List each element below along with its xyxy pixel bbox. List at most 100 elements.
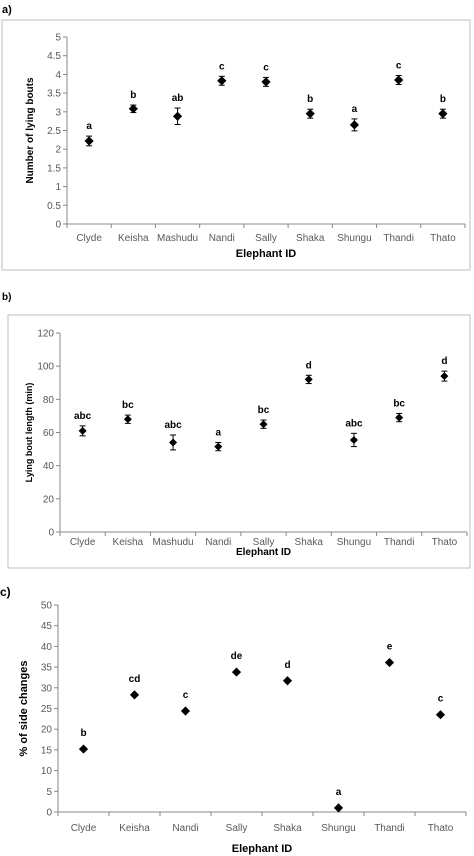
y-tick-label: 5 (55, 33, 61, 44)
y-tick-label: 0 (55, 220, 61, 231)
y-tick-label: 25 (41, 704, 53, 715)
y-tick-label: 2.5 (47, 126, 61, 137)
significance-letter: de (231, 651, 243, 662)
y-tick-label: 40 (43, 461, 55, 472)
y-axis-title: Number of lying bouts (25, 77, 36, 184)
data-point (304, 375, 313, 384)
data-point (180, 706, 191, 716)
y-tick-label: 45 (41, 621, 53, 632)
y-tick-label: 4 (55, 70, 61, 81)
significance-letter: c (219, 61, 225, 72)
x-tick-label: Keisha (113, 537, 144, 548)
y-tick-label: 3 (55, 107, 61, 118)
x-tick-label: Nandi (205, 537, 231, 548)
x-tick-label: Sally (226, 823, 248, 834)
significance-letter: d (441, 356, 447, 367)
significance-letter: a (86, 121, 92, 132)
x-tick-label: Sally (253, 537, 275, 548)
x-tick-label: Shungu (321, 823, 355, 834)
x-tick-label: Shungu (337, 233, 371, 244)
y-tick-label: 60 (43, 428, 55, 439)
data-point (231, 667, 242, 677)
significance-letter: bc (258, 405, 270, 416)
data-point (123, 415, 132, 424)
significance-letter: cd (129, 674, 141, 685)
data-point (84, 136, 94, 146)
significance-letter: abc (164, 420, 182, 431)
significance-letter: bc (393, 398, 405, 409)
data-point (261, 77, 271, 87)
significance-letter: ab (172, 93, 184, 104)
y-tick-label: 1 (55, 182, 61, 193)
x-tick-label: Thandi (384, 537, 415, 548)
significance-letter: c (183, 690, 189, 701)
data-point (435, 710, 446, 720)
significance-letter: b (307, 94, 313, 105)
data-point (128, 104, 138, 114)
y-tick-label: 120 (37, 329, 54, 340)
x-tick-label: Thato (430, 233, 456, 244)
y-tick-label: 3.5 (47, 89, 61, 100)
data-point (259, 420, 268, 429)
data-point (78, 426, 87, 435)
y-tick-label: 40 (41, 642, 53, 653)
data-point (333, 803, 344, 813)
panel-label: a) (2, 4, 12, 16)
y-tick-label: 0.5 (47, 201, 61, 212)
x-tick-label: Clyde (76, 233, 102, 244)
y-tick-label: 0 (46, 808, 52, 819)
panel-label: c) (0, 585, 11, 599)
x-tick-label: Mashudu (157, 233, 198, 244)
data-point (438, 109, 448, 119)
significance-letter: abc (74, 411, 92, 422)
y-tick-label: 30 (41, 683, 53, 694)
data-point (394, 75, 404, 85)
y-tick-label: 5 (46, 787, 52, 798)
significance-letter: a (336, 787, 342, 798)
data-point (349, 435, 358, 444)
data-point (305, 109, 315, 119)
significance-letter: a (352, 104, 358, 115)
significance-letter: b (130, 90, 136, 101)
significance-letter: d (284, 660, 290, 671)
y-axis-title: % of side changes (18, 661, 30, 757)
x-tick-label: Thato (428, 823, 454, 834)
x-tick-label: Clyde (71, 823, 97, 834)
y-tick-label: 100 (37, 362, 54, 373)
significance-letter: abc (345, 418, 363, 429)
significance-letter: a (215, 427, 221, 438)
x-tick-label: Thato (432, 537, 458, 548)
y-tick-label: 20 (41, 725, 53, 736)
y-tick-label: 20 (43, 494, 55, 505)
x-tick-label: Shungu (337, 537, 371, 548)
significance-letter: b (80, 728, 86, 739)
x-tick-label: Nandi (209, 233, 235, 244)
data-point (172, 111, 183, 121)
panel-label: b) (2, 292, 11, 303)
y-tick-label: 35 (41, 663, 53, 674)
chart-frame (1, 19, 471, 271)
significance-letter: d (306, 360, 312, 371)
y-tick-label: 0 (48, 528, 54, 539)
data-point (440, 372, 449, 381)
x-axis-title: Elephant ID (232, 843, 293, 855)
y-tick-label: 15 (41, 745, 53, 756)
significance-letter: c (396, 61, 402, 72)
data-point (384, 657, 395, 668)
data-point (78, 744, 89, 754)
data-point (217, 76, 227, 86)
y-axis-title: Lying bout length (min) (24, 383, 34, 483)
y-tick-label: 1.5 (47, 163, 61, 174)
data-point (349, 120, 360, 130)
x-axis-title: Elephant ID (236, 248, 297, 260)
y-tick-label: 2 (55, 145, 61, 156)
chart-panel-2: b) 0 20 40 60 80 100 120 Clyde Keisha Mashudu Nandi… (2, 292, 471, 569)
x-axis-title: Elephant ID (236, 547, 291, 558)
data-point (129, 690, 140, 700)
chart-panel-1: a) 0 0.5 1 1.5 2 2.5 3 3.5 4 4.5 5 Clyde Keisha Mashud… (1, 4, 471, 271)
x-tick-label: Shaka (273, 823, 302, 834)
x-tick-label: Sally (255, 233, 277, 244)
significance-letter: b (440, 94, 446, 105)
chart-panel-3: c) 0 5 10 15 20 25 30 35 40 45 50 Clyde Keisha Nandi Sa… (0, 585, 467, 855)
